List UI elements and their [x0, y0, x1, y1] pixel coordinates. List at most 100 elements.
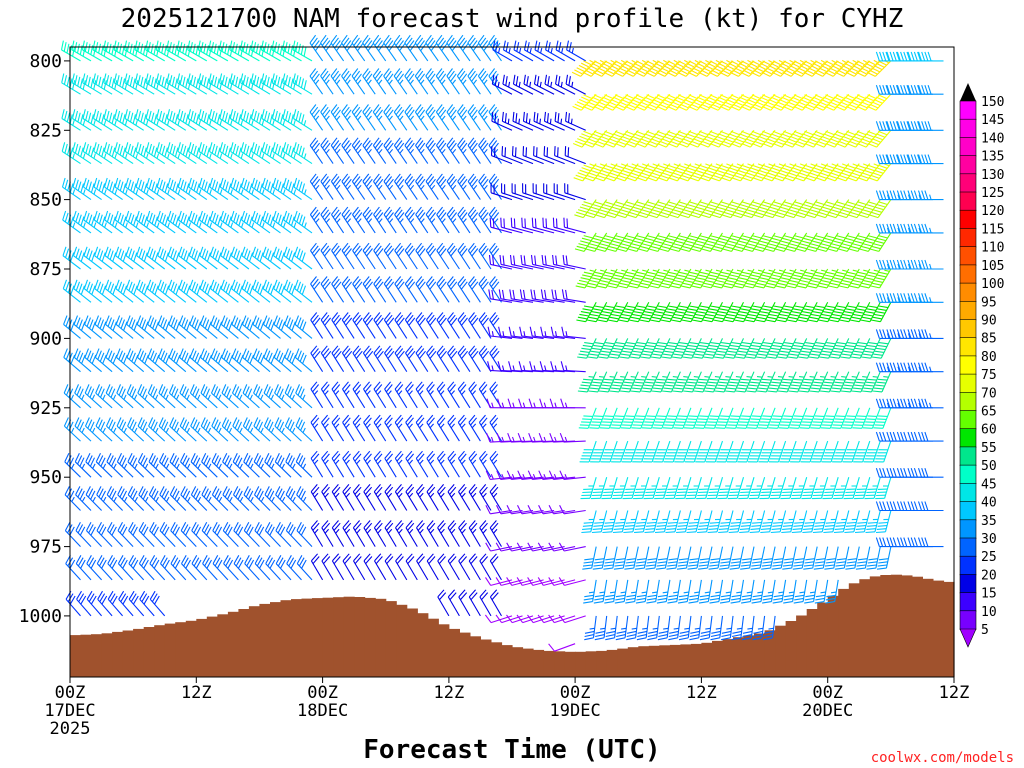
- wind-barb: [341, 173, 355, 200]
- colorbar-swatch: [959, 410, 977, 430]
- wind-barb: [578, 407, 597, 429]
- wind-barb: [260, 40, 281, 62]
- y-tick-label: 900: [29, 328, 62, 349]
- wind-barb: [116, 384, 134, 409]
- wind-barb: [501, 111, 523, 131]
- wind-barb: [477, 34, 492, 62]
- wind-barb: [252, 315, 271, 339]
- wind-barb: [320, 312, 334, 339]
- terrain-bar: [385, 601, 397, 677]
- colorbar-swatch: [959, 373, 977, 394]
- wind-barb: [415, 137, 429, 164]
- wind-barb: [179, 348, 197, 373]
- wind-barb: [756, 338, 776, 359]
- wind-barb: [704, 407, 724, 429]
- wind-barb: [395, 553, 408, 581]
- wind-barb: [564, 146, 586, 165]
- wind-barb: [83, 246, 102, 270]
- x-tick-label: 12Z: [181, 683, 212, 703]
- wind-barb: [479, 553, 492, 581]
- wind-barb: [321, 520, 334, 547]
- wind-barb: [253, 453, 271, 478]
- wind-barb: [764, 268, 787, 289]
- wind-barb: [603, 546, 618, 570]
- terrain-bar: [91, 634, 103, 677]
- wind-barb: [320, 381, 334, 409]
- wind-barb: [643, 477, 660, 500]
- x-tick-label: 12Z: [434, 683, 465, 703]
- wind-barb: [425, 137, 439, 164]
- wind-barb: [191, 521, 208, 547]
- wind-barb: [861, 338, 881, 359]
- wind-barb: [446, 104, 460, 131]
- wind-barb: [648, 232, 671, 252]
- colorbar-label: 100: [981, 277, 1004, 292]
- wind-barb: [467, 104, 481, 131]
- wind-barb: [477, 68, 492, 95]
- colorbar-label: 85: [981, 332, 997, 347]
- wind-barb: [241, 210, 260, 234]
- wind-barb: [725, 371, 745, 393]
- wind-barb: [647, 615, 660, 641]
- terrain-bar: [564, 651, 576, 677]
- wind-barb: [93, 142, 113, 165]
- wind-barb: [804, 579, 818, 604]
- wind-barb: [479, 450, 492, 478]
- wind-barb: [94, 348, 113, 373]
- wind-barb: [362, 173, 376, 200]
- wind-barb: [362, 68, 376, 95]
- wind-barb: [362, 242, 376, 270]
- wind-barb: [620, 407, 639, 429]
- wind-barb: [177, 142, 197, 165]
- wind-barb: [678, 615, 692, 641]
- wind-barb: [320, 137, 334, 164]
- wind-barb: [282, 142, 302, 165]
- wind-barb: [518, 361, 544, 373]
- wind-barb: [296, 521, 313, 547]
- wind-barb: [853, 440, 871, 463]
- wind-barb: [864, 477, 881, 500]
- terrain-bar: [396, 604, 408, 677]
- wind-barb: [593, 579, 608, 604]
- colorbar-label: 5: [981, 623, 989, 638]
- terrain-bar: [869, 576, 881, 677]
- wind-barb: [642, 440, 660, 463]
- wind-barb: [597, 302, 618, 323]
- wind-barb: [604, 579, 618, 604]
- wind-barb: [231, 315, 250, 339]
- terrain-bar: [154, 625, 166, 677]
- wind-barb: [488, 206, 502, 234]
- colorbar-top-arrow: [960, 83, 976, 101]
- wind-barb: [84, 417, 102, 442]
- wind-barb: [533, 146, 555, 165]
- wind-barb: [719, 579, 734, 604]
- wind-barb: [747, 440, 766, 463]
- wind-barb: [200, 348, 218, 373]
- wind-barb: [362, 137, 376, 164]
- terrain-bar: [459, 632, 471, 677]
- wind-barb: [755, 302, 776, 323]
- terrain-bar: [112, 631, 124, 677]
- wind-barb: [394, 484, 408, 511]
- wind-barb: [640, 338, 660, 359]
- pressure-axis: 800 825 850 875 900 925 950 975 1000: [19, 51, 70, 627]
- wind-barb: [383, 206, 397, 234]
- terrain-bar: [248, 606, 260, 677]
- wind-barb: [851, 371, 871, 393]
- wind-barb: [576, 302, 597, 323]
- wind-barb: [558, 542, 586, 552]
- wind-barb: [791, 510, 808, 534]
- wind-barb: [229, 109, 250, 131]
- wind-barb: [61, 73, 81, 95]
- wind-barb: [104, 246, 123, 270]
- wind-barb: [96, 555, 113, 581]
- wind-barb: [641, 407, 660, 429]
- wind-barb: [394, 173, 408, 200]
- wind-barb: [73, 348, 92, 373]
- wind-barb: [540, 289, 565, 303]
- wind-barb: [189, 315, 208, 339]
- wind-barb: [331, 312, 345, 339]
- wind-barb: [426, 553, 439, 581]
- wind-barb: [71, 109, 92, 131]
- wind-barb: [320, 276, 334, 303]
